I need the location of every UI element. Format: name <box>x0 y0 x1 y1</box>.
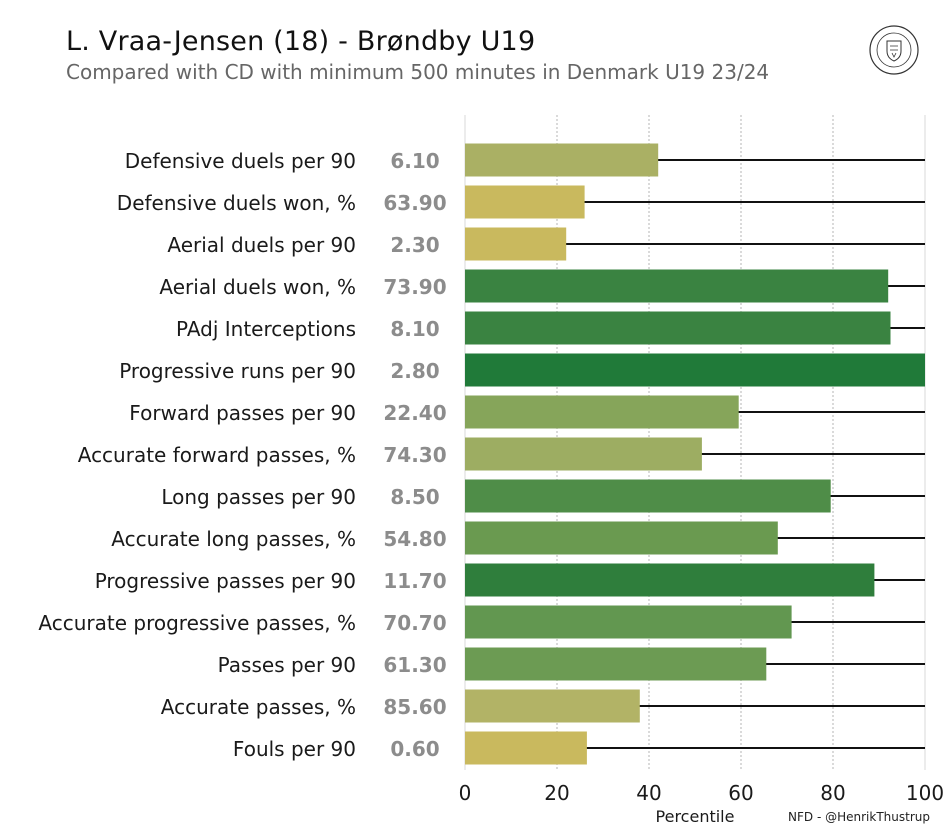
value-label: 63.90 <box>383 191 446 215</box>
category-label: PAdj Interceptions <box>176 317 356 341</box>
value-label: 2.30 <box>390 233 439 257</box>
category-label: Aerial duels won, % <box>159 275 356 299</box>
x-tick-label: 0 <box>459 781 472 805</box>
category-label: Progressive passes per 90 <box>95 569 356 593</box>
x-tick-label: 60 <box>728 781 753 805</box>
bar <box>465 311 891 345</box>
value-label: 85.60 <box>383 695 446 719</box>
bar <box>465 647 767 681</box>
category-label: Forward passes per 90 <box>129 401 356 425</box>
value-label: 22.40 <box>383 401 446 425</box>
bar <box>465 479 831 513</box>
bar <box>465 353 925 387</box>
category-label: Passes per 90 <box>218 653 356 677</box>
value-label: 8.10 <box>390 317 439 341</box>
value-label: 2.80 <box>390 359 439 383</box>
value-label: 54.80 <box>383 527 446 551</box>
bar <box>465 521 778 555</box>
x-tick-label: 40 <box>636 781 661 805</box>
category-label: Accurate long passes, % <box>111 527 356 551</box>
nordic-football-data-logo-icon <box>869 25 919 75</box>
value-label: 6.10 <box>390 149 439 173</box>
bar <box>465 563 875 597</box>
value-label: 74.30 <box>383 443 446 467</box>
x-tick-label: 100 <box>906 781 944 805</box>
value-label: 70.70 <box>383 611 446 635</box>
chart-subtitle: Compared with CD with minimum 500 minute… <box>66 60 770 84</box>
value-label: 0.60 <box>390 737 439 761</box>
credit-text: NFD - @HenrikThustrup <box>788 810 930 824</box>
value-label: 8.50 <box>390 485 439 509</box>
category-label: Aerial duels per 90 <box>167 233 356 257</box>
category-label: Defensive duels per 90 <box>125 149 356 173</box>
x-tick-label: 80 <box>820 781 845 805</box>
category-label: Accurate progressive passes, % <box>38 611 356 635</box>
category-label: Long passes per 90 <box>161 485 356 509</box>
bar <box>465 143 659 177</box>
x-axis-label: Percentile <box>656 807 735 826</box>
x-tick-label: 20 <box>544 781 569 805</box>
bar <box>465 269 889 303</box>
bar <box>465 227 567 261</box>
bar <box>465 731 587 765</box>
category-label: Fouls per 90 <box>233 737 356 761</box>
bar <box>465 185 585 219</box>
value-label: 61.30 <box>383 653 446 677</box>
category-label: Accurate passes, % <box>161 695 356 719</box>
value-label: 73.90 <box>383 275 446 299</box>
value-label: 11.70 <box>383 569 446 593</box>
chart-title: L. Vraa-Jensen (18) - Brøndby U19 <box>66 26 536 57</box>
category-label: Defensive duels won, % <box>117 191 356 215</box>
category-label: Progressive runs per 90 <box>119 359 356 383</box>
bar <box>465 605 792 639</box>
bar <box>465 689 640 723</box>
bar <box>465 437 702 471</box>
bar <box>465 395 739 429</box>
category-label: Accurate forward passes, % <box>78 443 356 467</box>
